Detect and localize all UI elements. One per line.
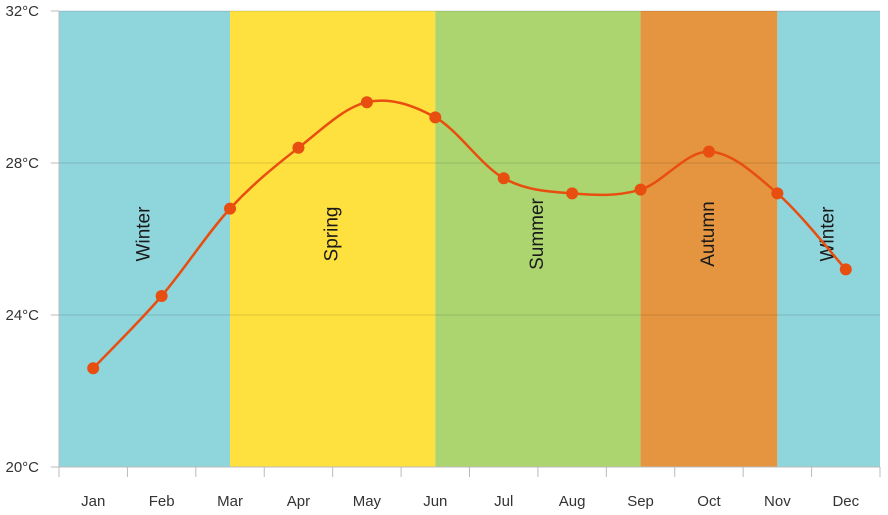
data-point-may xyxy=(360,96,373,109)
season-band-labels: Winter Spring Summer Autumn Winter xyxy=(134,197,839,269)
x-tick-label-dec: Dec xyxy=(832,493,859,510)
x-tick-label-nov: Nov xyxy=(764,493,791,510)
season-bands xyxy=(59,11,880,467)
x-tick-label-jul: Jul xyxy=(494,493,513,510)
data-point-aug xyxy=(566,187,579,200)
x-tick-label-oct: Oct xyxy=(697,493,721,510)
band-label-summer-2: Summer xyxy=(527,197,548,269)
x-tick-label-aug: Aug xyxy=(559,493,586,510)
data-point-feb xyxy=(155,290,168,302)
data-point-apr xyxy=(292,141,305,154)
band-label-spring-1: Spring xyxy=(322,207,343,262)
y-gridlines xyxy=(51,10,880,468)
band-label-winter-4: Winter xyxy=(818,206,839,262)
band-label-autumn-3: Autumn xyxy=(698,201,719,266)
x-tick-label-mar: Mar xyxy=(217,493,243,510)
band-winter-0 xyxy=(59,11,231,467)
data-point-jan xyxy=(87,362,100,375)
axes xyxy=(58,11,881,477)
data-point-dec xyxy=(839,263,852,276)
temperature-points xyxy=(87,96,852,375)
data-point-oct xyxy=(702,145,715,158)
x-tick-label-jun: Jun xyxy=(423,493,447,510)
data-point-jun xyxy=(429,111,442,124)
x-tick-label-jan: Jan xyxy=(81,493,105,510)
data-point-nov xyxy=(771,187,784,200)
y-tick-label-32: 32°C xyxy=(5,3,39,20)
y-tick-label-20: 20°C xyxy=(5,459,39,476)
band-label-winter-0: Winter xyxy=(134,206,155,262)
x-tick-label-apr: Apr xyxy=(287,493,310,510)
data-point-sep xyxy=(634,183,647,196)
band-summer-2 xyxy=(435,11,641,467)
x-tick-label-feb: Feb xyxy=(149,493,175,510)
y-tick-label-28: 28°C xyxy=(5,155,39,172)
x-tick-label-may: May xyxy=(353,493,382,510)
data-point-mar xyxy=(224,202,237,215)
band-spring-1 xyxy=(230,11,436,467)
temperature-line xyxy=(91,99,848,370)
x-tick-label-sep: Sep xyxy=(627,493,654,510)
y-tick-label-24: 24°C xyxy=(5,307,39,324)
band-winter-4 xyxy=(777,11,880,467)
data-point-jul xyxy=(497,172,510,185)
y-axis-tick-labels: 20°C 24°C 28°C 32°C xyxy=(5,3,39,476)
band-autumn-3 xyxy=(640,11,778,467)
x-axis-tick-labels: Jan Feb Mar Apr May Jun Jul Aug Sep Oct Nov Dec xyxy=(81,493,860,510)
